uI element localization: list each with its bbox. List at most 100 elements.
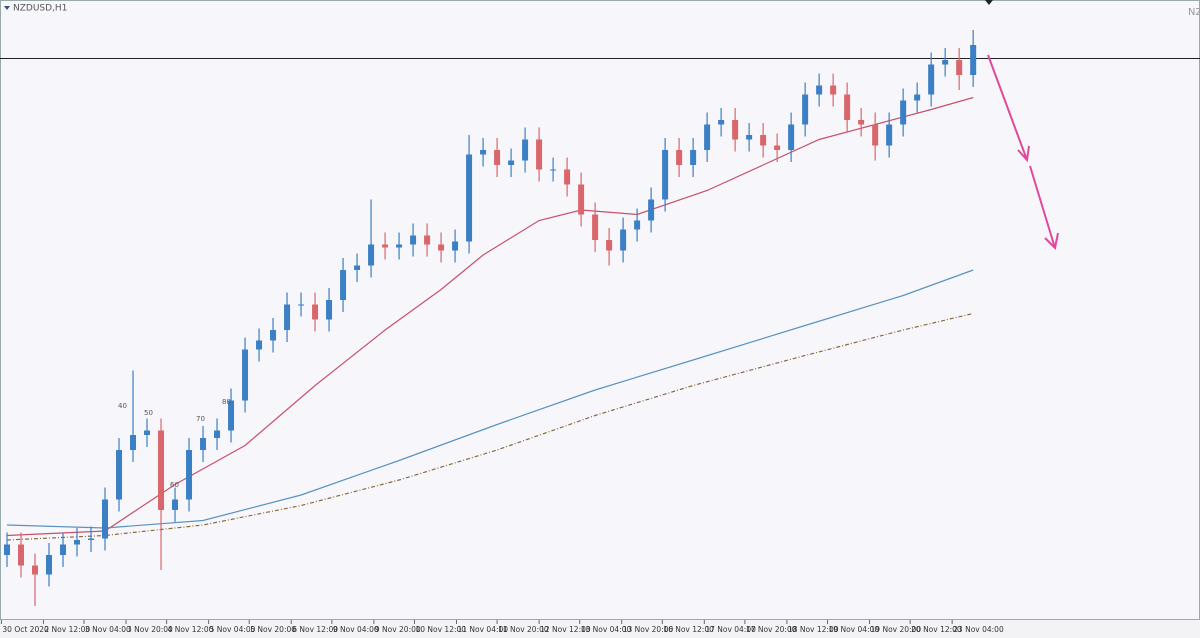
candle-body — [88, 538, 95, 540]
moving-average — [6, 312, 974, 541]
candle-body — [382, 244, 389, 248]
candle-body — [592, 214, 599, 240]
candle-body — [242, 349, 249, 401]
x-tick-label: 16 Nov 12:00 — [663, 625, 714, 634]
candle-body — [746, 135, 753, 140]
candle-body — [676, 150, 683, 165]
x-tick-label: 18 Nov 12:00 — [788, 625, 839, 634]
x-tick-label: 9 Nov 04:00 — [333, 625, 379, 634]
x-tick-label: 13 Nov 04:00 — [581, 625, 632, 634]
x-tick-label: 3 Nov 20:00 — [127, 625, 173, 634]
candle-body — [158, 430, 165, 510]
candle-body — [480, 150, 487, 155]
candle-body — [690, 150, 697, 165]
candle-body — [508, 160, 515, 165]
candle-body — [396, 244, 403, 248]
x-tick-label: 12 Nov 12:00 — [540, 625, 591, 634]
candle-body — [522, 139, 529, 161]
candle-body — [662, 150, 669, 200]
candle-body — [354, 265, 361, 270]
x-tick-label: 17 Nov 20:00 — [746, 625, 797, 634]
annotation: 70 — [196, 415, 205, 423]
corner-text: NZ — [1188, 7, 1200, 18]
candle-body — [312, 304, 319, 320]
x-tick-label: 11 Nov 04:00 — [457, 625, 508, 634]
candle-body — [942, 60, 949, 65]
candle-body — [564, 169, 571, 185]
candle-body — [60, 544, 67, 555]
candle-body — [424, 235, 431, 245]
chart-title: NZDUSD,H1 — [13, 4, 67, 14]
candle-body — [536, 139, 543, 170]
moving-average — [6, 269, 974, 529]
candle-body — [788, 124, 795, 150]
x-tick-label: 6 Nov 12:00 — [292, 625, 338, 634]
candle-body — [914, 94, 921, 101]
candle-body — [872, 124, 879, 146]
annotation: 80 — [222, 398, 231, 406]
x-tick-label: 3 Nov 04:00 — [85, 625, 131, 634]
candle-body — [172, 499, 179, 510]
candle-body — [256, 340, 263, 350]
candle-body — [270, 330, 277, 341]
candle-body — [368, 244, 375, 266]
annotation: 50 — [144, 409, 153, 417]
x-tick-label: 20 Nov 12:00 — [911, 625, 962, 634]
x-tick-label: 11 Nov 20:00 — [498, 625, 549, 634]
x-tick-label: 5 Nov 04:00 — [210, 625, 256, 634]
x-tick-label: 23 Nov 04:00 — [953, 625, 1004, 634]
candle-body — [970, 45, 977, 75]
candle-body — [284, 304, 291, 330]
annotation: 60 — [170, 481, 179, 489]
candle-body — [32, 565, 39, 575]
candle-body — [410, 235, 417, 245]
candle-body — [214, 430, 221, 438]
candle-body — [186, 450, 193, 500]
candle-body — [550, 169, 557, 171]
candle-body — [326, 300, 333, 320]
x-tick-label: 9 Nov 20:00 — [375, 625, 421, 634]
plot-frame — [0, 0, 1200, 620]
candle-body — [340, 270, 347, 300]
candle-body — [74, 540, 81, 545]
candle-body — [704, 124, 711, 150]
candle-body — [494, 150, 501, 165]
candle-body — [46, 555, 53, 575]
x-tick-label: 13 Nov 20:00 — [623, 625, 674, 634]
candle-body — [578, 184, 585, 215]
candle-body — [102, 499, 109, 539]
candle-body — [928, 64, 935, 95]
x-tick-label: 19 Nov 20:00 — [871, 625, 922, 634]
candle-body — [900, 100, 907, 125]
annotation: 40 — [118, 402, 127, 410]
arrow — [987, 54, 1030, 163]
candle-body — [648, 199, 655, 221]
candle-body — [466, 154, 473, 242]
moving-average — [6, 96, 974, 537]
candle-body — [4, 544, 11, 555]
forecast-arrows — [987, 54, 1059, 251]
x-tick-label: 30 Oct 2020 — [2, 625, 49, 634]
candle-body — [144, 430, 151, 435]
candle-body — [228, 400, 235, 431]
candle-body — [200, 438, 207, 450]
candle-body — [816, 85, 823, 95]
plot — [0, 30, 1200, 606]
candle-body — [438, 244, 445, 251]
candle-body — [116, 450, 123, 500]
arrow — [1029, 165, 1059, 251]
x-tick-label: 17 Nov 04:00 — [705, 625, 756, 634]
candle-body — [620, 229, 627, 251]
candle-body — [606, 240, 613, 251]
candle-body — [774, 145, 781, 150]
shift-marker — [985, 0, 993, 5]
candle-body — [732, 120, 739, 140]
candle-body — [830, 85, 837, 95]
candle-body — [130, 435, 137, 450]
candle-body — [858, 120, 865, 125]
x-tick-label: 10 Nov 12:00 — [415, 625, 466, 634]
candle-body — [886, 124, 893, 146]
candle-body — [956, 60, 963, 75]
